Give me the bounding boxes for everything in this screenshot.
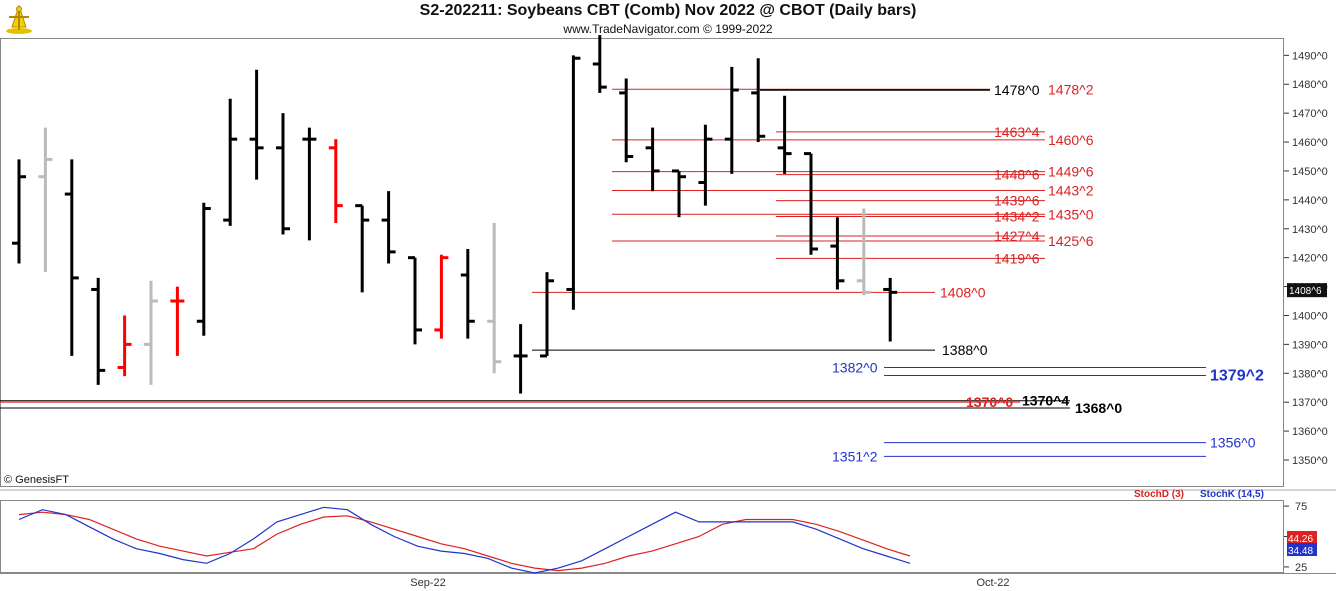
y-tick-label: 1450^0 (1292, 166, 1328, 178)
level-label: 1463^4 (994, 124, 1040, 140)
y-tick-label: 1370^0 (1292, 397, 1328, 409)
y-tick-label: 1350^0 (1292, 455, 1328, 467)
level-label: 1435^0 (1048, 206, 1094, 222)
level-label: 1478^0 (994, 82, 1040, 98)
y-tick-label: 1380^0 (1292, 368, 1328, 380)
x-tick-label: Oct-22 (976, 577, 1009, 589)
level-label: 1379^2 (1210, 367, 1264, 384)
level-label: 1425^6 (1048, 233, 1094, 249)
trade-navigator-logo-icon (4, 3, 34, 35)
chart-subtitle: www.TradeNavigator.com © 1999-2022 (563, 22, 773, 36)
stoch-last-marker (1287, 543, 1317, 556)
stoch-y-tick-label: 25 (1295, 562, 1307, 574)
level-label: 1448^6 (994, 167, 1040, 183)
y-tick-label: 1400^0 (1292, 310, 1328, 322)
level-label: 1434^2 (994, 208, 1040, 224)
level-label: 1478^2 (1048, 81, 1094, 97)
level-label: 1382^0 (832, 359, 878, 375)
copyright-text: © GenesisFT (4, 474, 69, 486)
level-label: 1351^2 (832, 448, 878, 464)
stoch-last-marker (1287, 531, 1317, 544)
level-label: 1408^0 (940, 284, 986, 300)
level-label: 1427^4 (994, 228, 1040, 244)
y-tick-label: 1430^0 (1292, 224, 1328, 236)
level-label: 1449^6 (1048, 164, 1094, 180)
y-tick-label: 1390^0 (1292, 339, 1328, 351)
y-tick-label: 1470^0 (1292, 108, 1328, 120)
stoch-last-label: 34.48 (1288, 546, 1313, 557)
level-label: 1419^6 (994, 250, 1040, 266)
stoch-last-label: 44.26 (1288, 534, 1313, 545)
legend-stochd: StochD (3) (1134, 489, 1184, 500)
price-panel-frame (0, 38, 1284, 487)
level-label: 1370^4 (1022, 393, 1069, 409)
last-price-label: 1408^6 (1289, 286, 1322, 297)
y-tick-label: 1490^0 (1292, 50, 1328, 62)
level-label: 1443^2 (1048, 182, 1094, 198)
y-tick-label: 1440^0 (1292, 195, 1328, 207)
level-label: 1368^0 (1075, 400, 1122, 416)
stochastic-panel-frame (0, 500, 1284, 573)
stochastic-line (18, 511, 911, 572)
stoch-y-tick-label: 75 (1295, 501, 1307, 513)
x-tick-label: Sep-22 (410, 577, 445, 589)
legend-stochk: StochK (14,5) (1200, 489, 1264, 500)
level-label: 1460^6 (1048, 132, 1094, 148)
level-label: 1439^6 (994, 193, 1040, 209)
stochastic-line (18, 506, 911, 574)
y-tick-label: 1460^0 (1292, 137, 1328, 149)
y-tick-label: 1420^0 (1292, 253, 1328, 265)
level-label: 1356^0 (1210, 435, 1256, 451)
level-label: 1370^0 (966, 394, 1013, 410)
chart-title: S2-202211: Soybeans CBT (Comb) Nov 2022 … (419, 2, 917, 19)
y-tick-label: 1480^0 (1292, 79, 1328, 91)
y-tick-label: 1360^0 (1292, 426, 1328, 438)
level-label: 1388^0 (942, 342, 988, 358)
last-price-marker (1287, 283, 1327, 298)
